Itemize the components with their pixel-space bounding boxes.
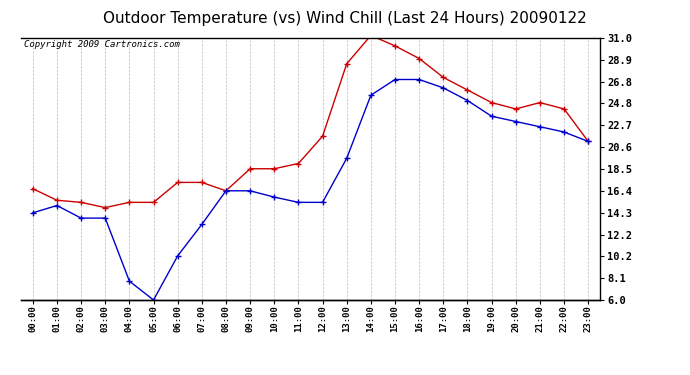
Text: Copyright 2009 Cartronics.com: Copyright 2009 Cartronics.com [23, 40, 179, 49]
Text: Outdoor Temperature (vs) Wind Chill (Last 24 Hours) 20090122: Outdoor Temperature (vs) Wind Chill (Las… [103, 11, 587, 26]
